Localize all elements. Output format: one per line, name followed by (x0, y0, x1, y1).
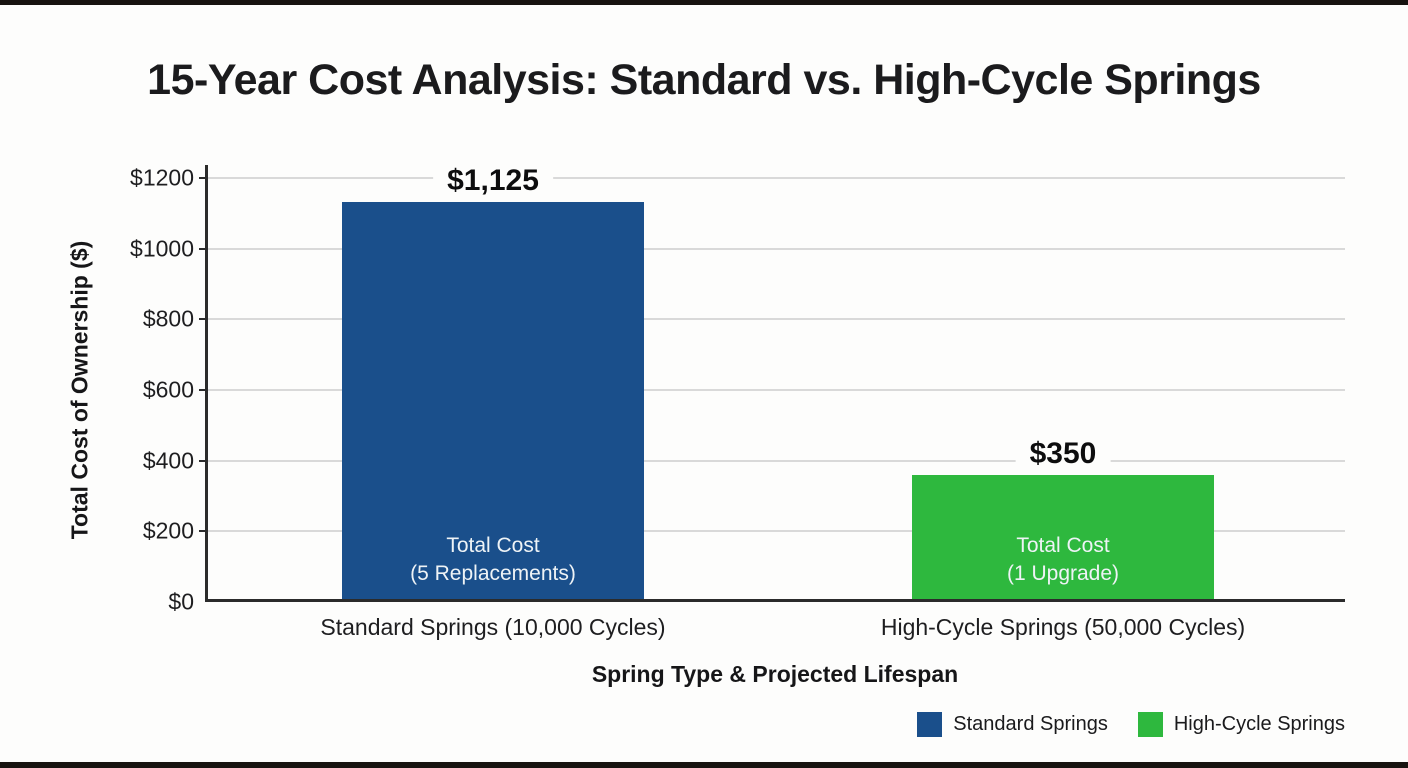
y-tick-label-200: $200 (142, 517, 194, 544)
bar-0: Total Cost (5 Replacements) (342, 201, 644, 599)
plot-area: $0 $200 $400 $600 $800 $1000 $1200 Total Cost (5… (130, 163, 1345, 640)
legend-item-1: High-Cycle Springs (1137, 712, 1345, 737)
chart-title: 15-Year Cost Analysis: Standard vs. High… (147, 56, 1261, 104)
legend-label-0: Standard Springs (953, 713, 1108, 735)
bar-annotation-1: Total Cost (1 Upgrade) (912, 532, 1214, 588)
legend-swatch-1 (1137, 712, 1163, 737)
gridline-800 (208, 318, 1345, 321)
y-tick-mark-400 (199, 459, 208, 462)
x-tick-label-1: High-Cycle Springs (50,000 Cycles) (880, 614, 1246, 640)
gridline-1200 (208, 177, 1345, 179)
gridline-600 (208, 389, 1345, 391)
bar-annotation-line: Total Cost (1016, 534, 1110, 557)
bar-1: Total Cost (1 Upgrade) (912, 475, 1214, 599)
y-tick-mark-600 (199, 389, 208, 391)
y-tick-label-1000: $1000 (130, 235, 194, 262)
legend-swatch-0 (917, 712, 943, 737)
y-axis-title: Total Cost of Ownership ($) (66, 240, 93, 540)
y-tick-label-400: $400 (142, 447, 194, 474)
legend-item-0: Standard Springs (917, 712, 1108, 737)
top-border-strip (0, 0, 1408, 5)
legend: Standard Springs High-Cycle Springs (917, 712, 1345, 737)
bar-annotation-line: (1 Upgrade) (1006, 562, 1120, 585)
y-tick-label-1200: $1200 (130, 164, 194, 191)
gridline-200 (208, 530, 1345, 533)
y-tick-label-800: $800 (142, 305, 194, 332)
bar-value-label-1: $350 (1015, 437, 1111, 472)
legend-label-1: High-Cycle Springs (1173, 713, 1345, 735)
y-tick-label-0: $0 (168, 588, 194, 615)
gridline-1000 (208, 247, 1345, 250)
y-tick-label-600: $600 (142, 376, 194, 403)
y-tick-mark-1000 (199, 247, 208, 250)
y-tick-mark-1200 (199, 177, 208, 179)
x-tick-label-0: Standard Springs (10,000 Cycles) (320, 614, 666, 640)
bar-annotation-line: Total Cost (446, 534, 540, 557)
x-axis-title: Spring Type & Projected Lifespan (591, 661, 959, 687)
bar-annotation-line: (5 Replacements) (410, 562, 576, 585)
gridline-400 (208, 459, 1345, 462)
bar-annotation-0: Total Cost (5 Replacements) (342, 532, 644, 588)
bottom-border-strip (0, 762, 1408, 768)
bar-value-label-0: $1,125 (433, 163, 553, 198)
y-tick-mark-200 (199, 530, 208, 533)
y-tick-mark-800 (199, 318, 208, 321)
